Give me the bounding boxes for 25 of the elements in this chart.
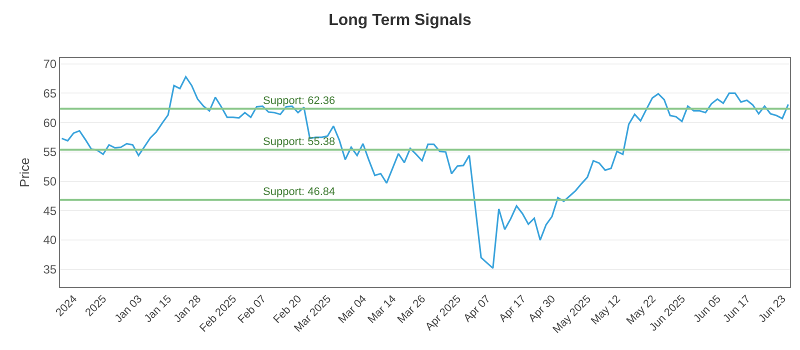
- y-tick-label: 65: [43, 86, 57, 100]
- y-tick-label: 70: [43, 57, 57, 72]
- x-tick-label: May 12: [588, 293, 623, 328]
- x-tick-label: Jun 05: [692, 293, 724, 326]
- chart-title: Long Term Signals: [328, 12, 472, 30]
- ref-line-label: Support: 46.84: [263, 186, 336, 198]
- x-tick-label: Feb 07: [236, 293, 269, 326]
- x-tick-label: Jun 17: [721, 293, 753, 326]
- x-tick-label: Jan 15: [142, 293, 174, 326]
- line-series: [60, 76, 790, 270]
- y-tick-label: 40: [43, 233, 57, 248]
- x-tick-label: Apr 30: [526, 293, 558, 325]
- x-tick-label: Jun 23: [756, 293, 788, 326]
- y-tick-label: 55: [43, 145, 57, 160]
- x-tick-label: Jan 03: [112, 293, 145, 326]
- ref-line-label: Support: 55.38: [263, 136, 336, 148]
- y-tick-label: 35: [43, 262, 57, 277]
- x-tick-label: Mar 04: [336, 293, 369, 326]
- x-tick-label: Apr 17: [497, 293, 528, 325]
- x-tick-label: Apr 07: [462, 293, 494, 325]
- y-tick-label: 60: [43, 116, 57, 130]
- y-tick-label: 45: [43, 204, 57, 218]
- y-tick-label: 50: [43, 174, 57, 189]
- ref-line-label: Support: 62.36: [263, 95, 336, 107]
- y-axis-title: Price: [17, 158, 32, 188]
